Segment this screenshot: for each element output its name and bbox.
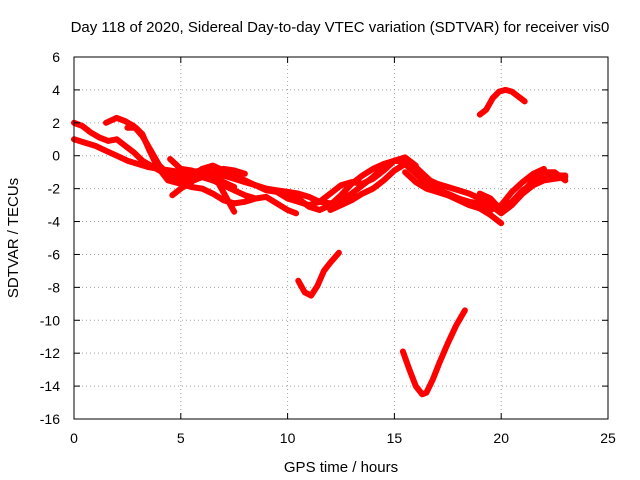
y-tick-label: -16 xyxy=(40,411,60,427)
series-line-5 xyxy=(167,156,248,177)
y-axis-title: SDTVAR / TECUs xyxy=(5,178,22,298)
series-line-3 xyxy=(103,114,259,202)
y-tick-label: 0 xyxy=(52,148,60,164)
x-tick-label: 15 xyxy=(387,430,403,446)
y-tick-label: -4 xyxy=(48,214,61,230)
series-line-14 xyxy=(476,86,528,118)
x-axis-title: GPS time / hours xyxy=(284,459,398,476)
y-tick-label: 6 xyxy=(52,49,60,65)
plot-frame xyxy=(73,56,609,420)
y-tick-label: -12 xyxy=(40,345,60,361)
x-tick-label: 10 xyxy=(280,430,296,446)
x-axis-ticks: 0 5 10 15 20 25 xyxy=(70,57,616,446)
y-tick-label: 4 xyxy=(52,82,60,98)
series-line-12 xyxy=(295,249,342,299)
x-tick-label: 20 xyxy=(493,430,509,446)
x-tick-label: 5 xyxy=(177,430,185,446)
series-line-4 xyxy=(124,124,300,217)
x-tick-label: 25 xyxy=(600,430,616,446)
y-tick-label: -10 xyxy=(40,312,60,328)
y-tick-label: -2 xyxy=(48,181,61,197)
y-tick-label: -14 xyxy=(40,378,60,394)
grid xyxy=(74,57,608,419)
y-axis-ticks: -16 -14 -12 -10 -8 -6 -4 -2 0 2 4 6 xyxy=(40,49,608,427)
x-tick-label: 0 xyxy=(70,430,78,446)
series-group xyxy=(71,86,569,398)
series-line-11 xyxy=(476,169,569,213)
y-tick-label: -6 xyxy=(48,246,61,262)
y-tick-label: 2 xyxy=(52,115,60,131)
y-tick-label: -8 xyxy=(48,279,61,295)
series-line-10 xyxy=(402,169,569,213)
chart-title: Day 118 of 2020, Sidereal Day-to-day VTE… xyxy=(71,19,610,36)
series-line-13 xyxy=(399,307,468,398)
